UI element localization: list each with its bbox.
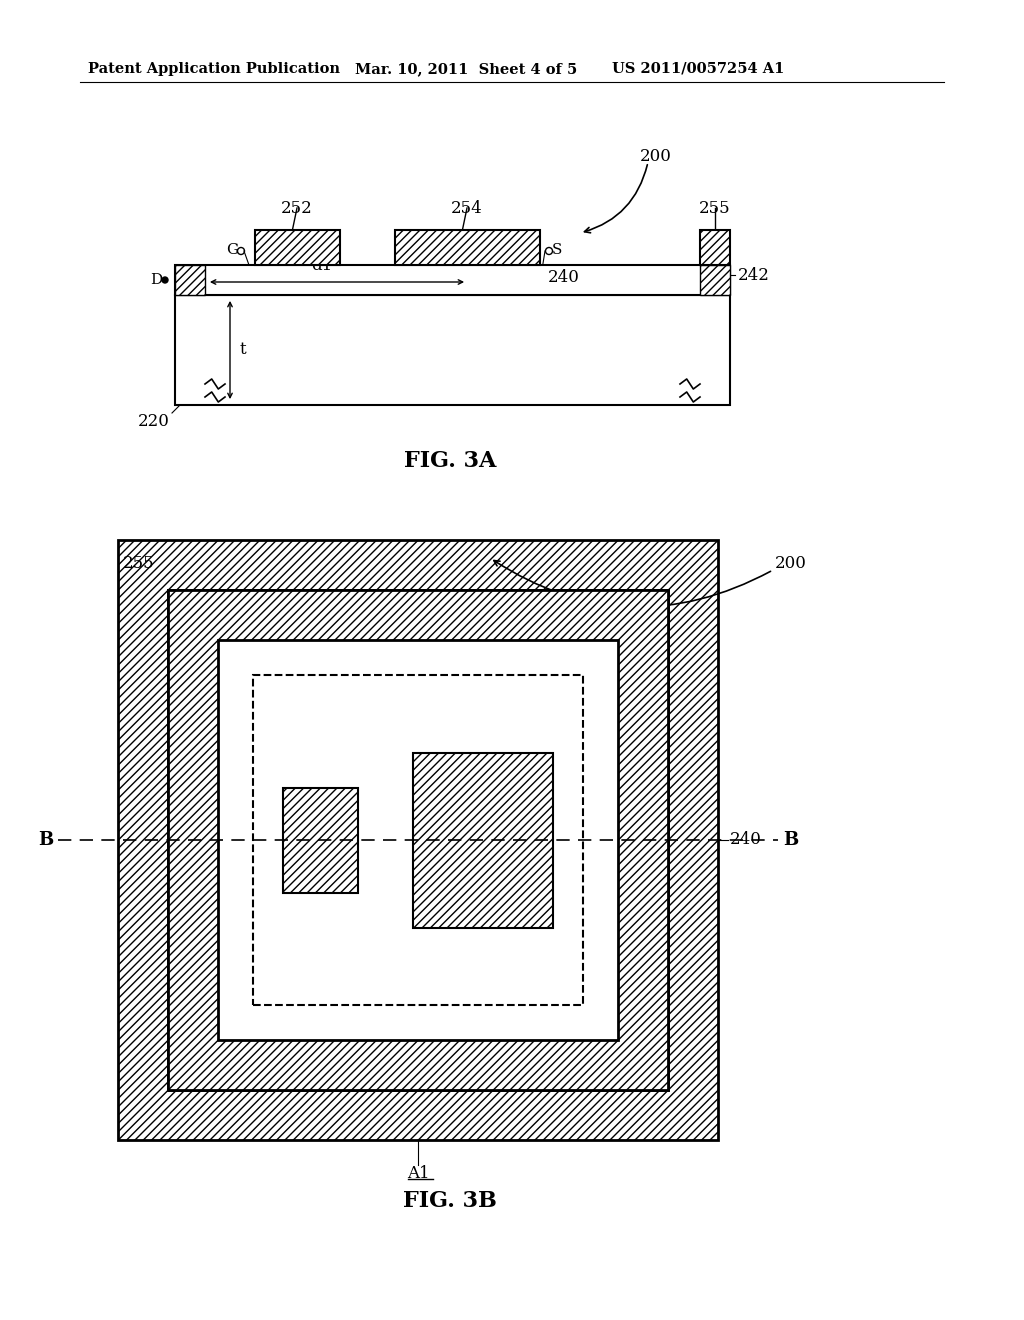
Text: 252: 252 xyxy=(304,776,336,792)
Text: S: S xyxy=(552,243,562,257)
Bar xyxy=(218,640,618,1040)
Bar xyxy=(395,230,540,265)
Text: 254: 254 xyxy=(452,201,483,216)
Text: Patent Application Publication: Patent Application Publication xyxy=(88,62,340,77)
Bar xyxy=(175,294,730,405)
Text: FIG. 3A: FIG. 3A xyxy=(403,450,497,473)
Text: A3: A3 xyxy=(268,975,291,993)
Bar xyxy=(413,752,553,928)
Text: 200: 200 xyxy=(775,554,807,572)
Text: 255: 255 xyxy=(699,201,731,216)
Text: 240: 240 xyxy=(730,832,762,849)
Text: 242: 242 xyxy=(738,267,770,284)
Bar xyxy=(700,265,730,294)
Text: D: D xyxy=(150,273,162,286)
Text: 252: 252 xyxy=(282,201,313,216)
Text: US 2011/0057254 A1: US 2011/0057254 A1 xyxy=(612,62,784,77)
Text: 255: 255 xyxy=(123,554,155,572)
Text: B: B xyxy=(38,832,53,849)
Bar xyxy=(118,540,718,1140)
Text: B: B xyxy=(783,832,799,849)
Text: A2: A2 xyxy=(403,1071,426,1086)
Bar xyxy=(168,590,668,1090)
Text: 200: 200 xyxy=(640,148,672,165)
Text: 240: 240 xyxy=(548,268,580,285)
Bar xyxy=(253,675,583,1005)
Text: 220: 220 xyxy=(138,413,170,430)
Circle shape xyxy=(162,277,168,282)
Bar xyxy=(700,230,730,265)
Bar xyxy=(175,265,205,294)
Bar xyxy=(283,788,358,892)
Bar xyxy=(168,590,668,1090)
Bar xyxy=(168,590,668,1090)
Text: t: t xyxy=(240,342,247,359)
Text: A1: A1 xyxy=(407,1166,429,1181)
Text: 254: 254 xyxy=(467,741,499,758)
Text: d1: d1 xyxy=(311,257,333,275)
Bar xyxy=(700,265,730,294)
Bar xyxy=(175,265,730,294)
Bar xyxy=(175,265,205,294)
Text: FIG. 3B: FIG. 3B xyxy=(403,1191,497,1212)
Bar xyxy=(255,230,340,265)
Text: G: G xyxy=(225,243,238,257)
Text: Mar. 10, 2011  Sheet 4 of 5: Mar. 10, 2011 Sheet 4 of 5 xyxy=(355,62,578,77)
